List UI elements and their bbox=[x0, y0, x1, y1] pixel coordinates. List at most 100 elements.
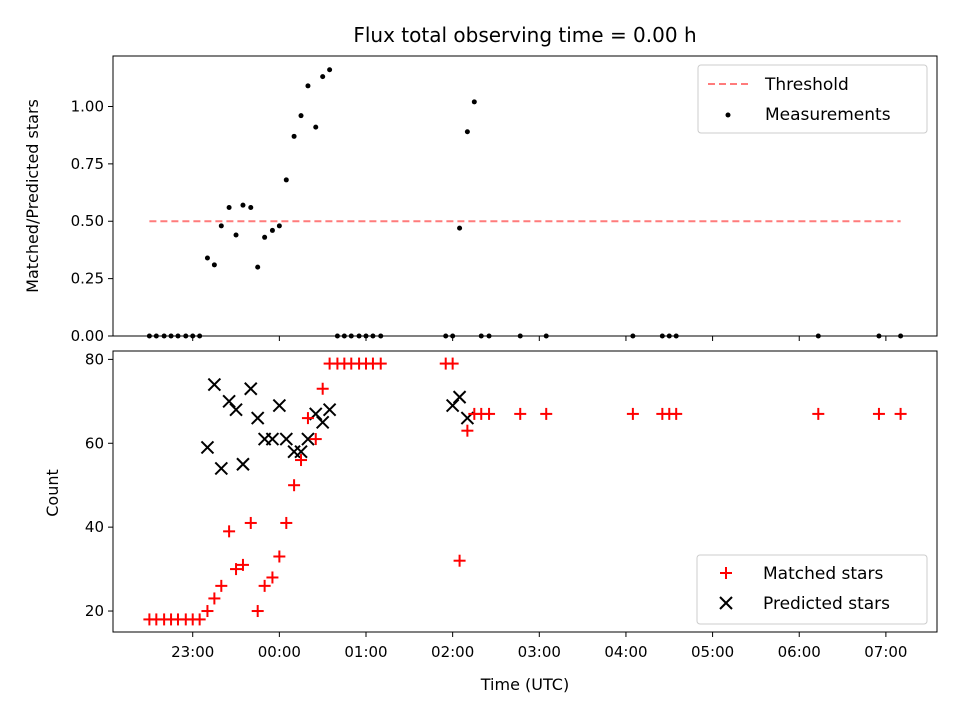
count-xtick-label-3: 02:00 bbox=[431, 643, 474, 661]
matched-point bbox=[244, 516, 257, 529]
measurement-point bbox=[298, 113, 304, 119]
count-xtick-label-7: 06:00 bbox=[778, 643, 821, 661]
measurement-point bbox=[211, 262, 217, 268]
measurement-point bbox=[378, 333, 384, 339]
predicted-point bbox=[279, 432, 293, 446]
matched-point bbox=[316, 382, 329, 395]
predicted-point bbox=[229, 403, 243, 417]
predicted-point bbox=[445, 398, 460, 413]
ratio-legend: Threshold Measurements bbox=[697, 64, 928, 134]
measurement-point bbox=[370, 333, 376, 339]
count-legend-box bbox=[696, 554, 928, 625]
matched-point bbox=[273, 550, 286, 563]
count-xtick-label-4: 03:00 bbox=[518, 643, 561, 661]
measurement-point bbox=[226, 204, 232, 210]
matched-point bbox=[258, 579, 271, 592]
predicted-point bbox=[200, 440, 215, 455]
measurement-point bbox=[471, 99, 477, 105]
count-y-axis-label: Count bbox=[43, 469, 62, 517]
ratio-legend-box bbox=[697, 64, 928, 134]
measurement-point bbox=[168, 333, 174, 339]
matched-point bbox=[280, 516, 293, 529]
matched-point bbox=[374, 357, 387, 370]
ratio-y-axis-label: Matched/Predicted stars bbox=[23, 99, 42, 293]
measurement-point bbox=[543, 333, 549, 339]
x-axis-label: Time (UTC) bbox=[480, 675, 569, 694]
count-ytick-label-3: 80 bbox=[85, 350, 104, 368]
predicted-point bbox=[315, 415, 330, 430]
measurements-legend-label: Measurements bbox=[765, 105, 891, 125]
count-xtick-label-2: 01:00 bbox=[344, 643, 387, 661]
ratio-y-axis: 0.00 0.25 0.50 0.75 1.00 bbox=[71, 97, 113, 345]
matched-point bbox=[230, 563, 243, 576]
matched-point bbox=[295, 454, 308, 467]
measurement-point bbox=[898, 333, 904, 339]
measurement-point bbox=[673, 333, 679, 339]
ratio-ytick-label-1: 0.25 bbox=[71, 270, 104, 288]
measurement-point bbox=[269, 227, 275, 233]
count-x-axis: 23:00 00:00 01:00 02:00 03:00 04:00 05:00 06:00… bbox=[171, 632, 907, 661]
measurement-point bbox=[659, 333, 665, 339]
predicted-point bbox=[322, 403, 337, 417]
count-panel: 20 40 60 80 23:00 00:00 01:00 02:00 03:00 04:00 0… bbox=[43, 350, 938, 694]
threshold-legend-label: Threshold bbox=[764, 75, 849, 95]
predicted-point bbox=[294, 444, 308, 459]
matched-point bbox=[872, 407, 885, 420]
count-ytick-label-2: 60 bbox=[85, 434, 104, 452]
matched-point bbox=[812, 407, 825, 420]
count-ytick-label-0: 20 bbox=[85, 602, 104, 620]
ratio-panel: 0.00 0.25 0.50 0.75 1.00 Matched/Predicted s… bbox=[23, 55, 938, 345]
count-xtick-label-8: 07:00 bbox=[864, 643, 907, 661]
matched-point bbox=[514, 407, 527, 420]
count-xtick-label-6: 05:00 bbox=[691, 643, 734, 661]
predicted-point bbox=[452, 390, 467, 404]
predicted-point bbox=[244, 382, 258, 396]
measurement-point bbox=[876, 333, 882, 339]
predicted-point bbox=[214, 461, 229, 476]
measurement-point bbox=[341, 333, 347, 339]
ratio-ytick-label-2: 0.50 bbox=[71, 212, 104, 230]
measurement-point bbox=[334, 333, 340, 339]
count-marks bbox=[143, 357, 907, 626]
matched-legend-label: Matched stars bbox=[763, 564, 883, 584]
measurement-point bbox=[153, 333, 159, 339]
measurement-point bbox=[486, 333, 492, 339]
measurement-point bbox=[218, 223, 224, 229]
chart-title: Flux total observing time = 0.00 h bbox=[353, 23, 696, 47]
measurement-point bbox=[183, 333, 189, 339]
measurement-point bbox=[478, 333, 484, 339]
ratio-ytick-label-0: 0.00 bbox=[71, 327, 104, 345]
matched-point bbox=[309, 433, 322, 446]
measurement-point bbox=[161, 333, 167, 339]
matched-point bbox=[266, 571, 279, 584]
predicted-point bbox=[265, 432, 280, 446]
measurement-point bbox=[356, 333, 362, 339]
measurement-point bbox=[190, 333, 196, 339]
count-xtick-label-0: 23:00 bbox=[171, 643, 214, 661]
measurement-point bbox=[204, 255, 210, 261]
matched-point bbox=[483, 407, 496, 420]
matched-point bbox=[201, 605, 214, 618]
measurement-point bbox=[305, 83, 311, 89]
predicted-legend-label: Predicted stars bbox=[763, 594, 890, 614]
measurement-point bbox=[291, 133, 297, 139]
matched-point bbox=[301, 412, 314, 425]
matched-point bbox=[446, 357, 459, 370]
matched-point bbox=[461, 424, 474, 437]
matched-point bbox=[223, 525, 236, 538]
measurement-point bbox=[517, 333, 523, 339]
measurement-point bbox=[815, 333, 821, 339]
matched-point bbox=[251, 605, 264, 618]
count-panel-frame bbox=[112, 350, 938, 633]
measurement-point bbox=[233, 232, 239, 238]
matched-point bbox=[626, 407, 639, 420]
measurement-point bbox=[197, 333, 203, 339]
measurement-point bbox=[262, 234, 268, 240]
matched-point bbox=[670, 407, 683, 420]
matched-point bbox=[540, 407, 553, 420]
matched-point bbox=[215, 579, 228, 592]
matched-point bbox=[236, 558, 249, 571]
ratio-ytick-label-4: 1.00 bbox=[71, 97, 104, 115]
measurement-point bbox=[443, 333, 449, 339]
matched-point bbox=[894, 407, 907, 420]
